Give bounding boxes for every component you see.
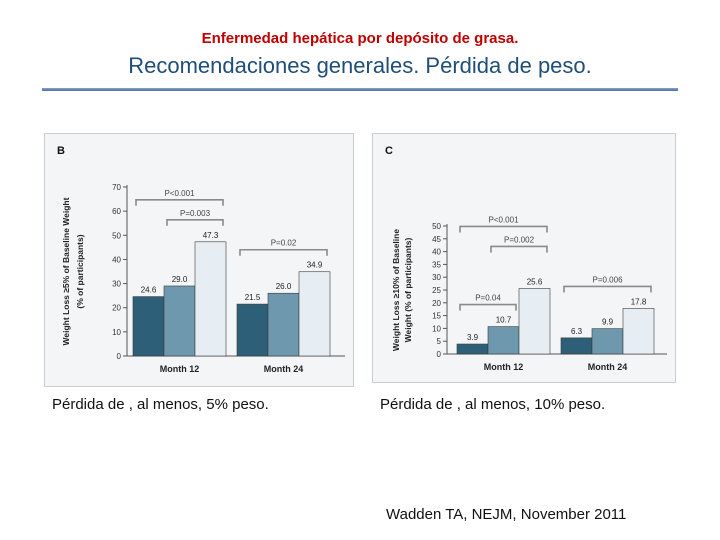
bar-c-0-0 bbox=[456, 343, 489, 355]
bar-b-0-2 bbox=[194, 241, 227, 357]
p-value-label-b-2: P=0.02 bbox=[271, 239, 297, 248]
p-value-label-b-1: P=0.003 bbox=[180, 209, 211, 218]
y-tick-label-b: 50 bbox=[112, 231, 121, 240]
y-tick-label-b: 30 bbox=[112, 280, 121, 289]
citation: Wadden TA, NEJM, November 2011 bbox=[386, 506, 627, 523]
y-axis-label-b: Weight Loss ≥5% of Baseline Weight bbox=[61, 197, 71, 345]
title-divider bbox=[42, 88, 678, 91]
significance-bracket-b-0 bbox=[135, 199, 224, 206]
category-label-c-0: Month 12 bbox=[484, 362, 524, 372]
chart-b-svg: B 0 10 20 30 40 50 60 70 Weight Loss ≥5% of Basel… bbox=[57, 145, 345, 374]
bar-c-1-0 bbox=[560, 337, 593, 355]
y-tick-label-b: 60 bbox=[112, 207, 121, 216]
y-tick-label-c: 45 bbox=[432, 235, 441, 244]
bar-b-1-0 bbox=[236, 303, 269, 357]
y-tick-label-b: 0 bbox=[117, 352, 122, 361]
significance-bracket-b-2 bbox=[239, 248, 328, 256]
data-label-b-0-1: 29.0 bbox=[172, 275, 188, 284]
bar-b-1-1 bbox=[267, 292, 300, 357]
y-tick-label-c: 40 bbox=[432, 248, 441, 257]
category-label-b-0: Month 12 bbox=[160, 364, 200, 374]
bar-c-1-2 bbox=[622, 308, 655, 355]
y-tick-label-c: 35 bbox=[432, 260, 441, 269]
significance-bracket-c-2 bbox=[459, 303, 517, 311]
data-label-c-1-0: 6.3 bbox=[571, 327, 583, 336]
bar-c-0-2 bbox=[518, 288, 551, 355]
category-label-b-1: Month 24 bbox=[264, 364, 304, 374]
p-value-label-c-3: P=0.006 bbox=[592, 275, 623, 284]
significance-bracket-c-0 bbox=[459, 225, 548, 233]
y-tick-label-c: 25 bbox=[432, 286, 441, 295]
y-tick-label-b: 20 bbox=[112, 304, 121, 313]
caption-panel-b: Pérdida de , al menos, 5% peso. bbox=[52, 396, 269, 413]
y-tick-label-c: 15 bbox=[432, 312, 441, 321]
chart-panel-c: C 0 5 10 15 20 25 30 35 40 45 50 Weight Loss ≥10% of… bbox=[372, 133, 676, 383]
bar-c-0-1 bbox=[487, 326, 520, 355]
y-tick-label-b: 10 bbox=[112, 328, 121, 337]
data-label-c-0-2: 25.6 bbox=[527, 277, 543, 286]
y-tick-label-c: 30 bbox=[432, 273, 441, 282]
significance-bracket-c-3 bbox=[563, 285, 652, 293]
p-value-label-c-0: P<0.001 bbox=[488, 215, 519, 224]
y-tick-label-b: 70 bbox=[112, 183, 121, 192]
p-value-label-c-1: P=0.002 bbox=[504, 235, 535, 244]
y-axis-label-2-b: (% of participants) bbox=[75, 234, 85, 308]
data-label-b-1-0: 21.5 bbox=[245, 293, 261, 302]
y-tick-label-c: 10 bbox=[432, 324, 441, 333]
data-label-c-0-1: 10.7 bbox=[496, 316, 512, 325]
y-tick-label-b: 40 bbox=[112, 255, 121, 264]
bar-c-1-1 bbox=[591, 328, 624, 355]
p-value-label-b-0: P<0.001 bbox=[164, 189, 195, 198]
bar-b-1-2 bbox=[298, 271, 331, 357]
y-tick-label-c: 20 bbox=[432, 299, 441, 308]
y-tick-label-c: 50 bbox=[432, 222, 441, 231]
y-axis-label-2-c: Weight (% of participants) bbox=[403, 237, 413, 342]
data-label-c-1-1: 9.9 bbox=[602, 318, 614, 327]
significance-bracket-b-1 bbox=[166, 219, 224, 226]
data-label-b-0-2: 47.3 bbox=[203, 231, 219, 240]
bar-b-0-0 bbox=[132, 296, 165, 357]
slide-subtitle: Recomendaciones generales. Pérdida de pe… bbox=[128, 53, 592, 78]
data-label-c-1-2: 17.8 bbox=[631, 297, 647, 306]
p-value-label-c-2: P=0.04 bbox=[475, 294, 501, 303]
data-label-b-0-0: 24.6 bbox=[141, 286, 157, 295]
y-tick-label-c: 5 bbox=[437, 337, 442, 346]
chart-c-svg: C 0 5 10 15 20 25 30 35 40 45 50 Weight Loss ≥10% of… bbox=[385, 145, 667, 372]
data-label-c-0-0: 3.9 bbox=[467, 333, 479, 342]
y-axis-label-c: Weight Loss ≥10% of Baseline bbox=[391, 229, 401, 351]
data-label-b-1-2: 34.9 bbox=[307, 261, 323, 270]
slide-title: Enfermedad hepática por depósito de gras… bbox=[201, 30, 519, 47]
y-tick-label-c: 0 bbox=[437, 350, 442, 359]
chart-panel-b: B 0 10 20 30 40 50 60 70 Weight Loss ≥5% of Basel… bbox=[44, 133, 354, 387]
category-label-c-1: Month 24 bbox=[588, 362, 628, 372]
significance-bracket-c-1 bbox=[490, 245, 548, 253]
data-label-b-1-1: 26.0 bbox=[276, 282, 292, 291]
caption-panel-c: Pérdida de , al menos, 10% peso. bbox=[380, 396, 606, 413]
panel-label-c: C bbox=[385, 145, 393, 157]
panel-label-b: B bbox=[57, 145, 65, 157]
bar-b-0-1 bbox=[163, 285, 196, 357]
